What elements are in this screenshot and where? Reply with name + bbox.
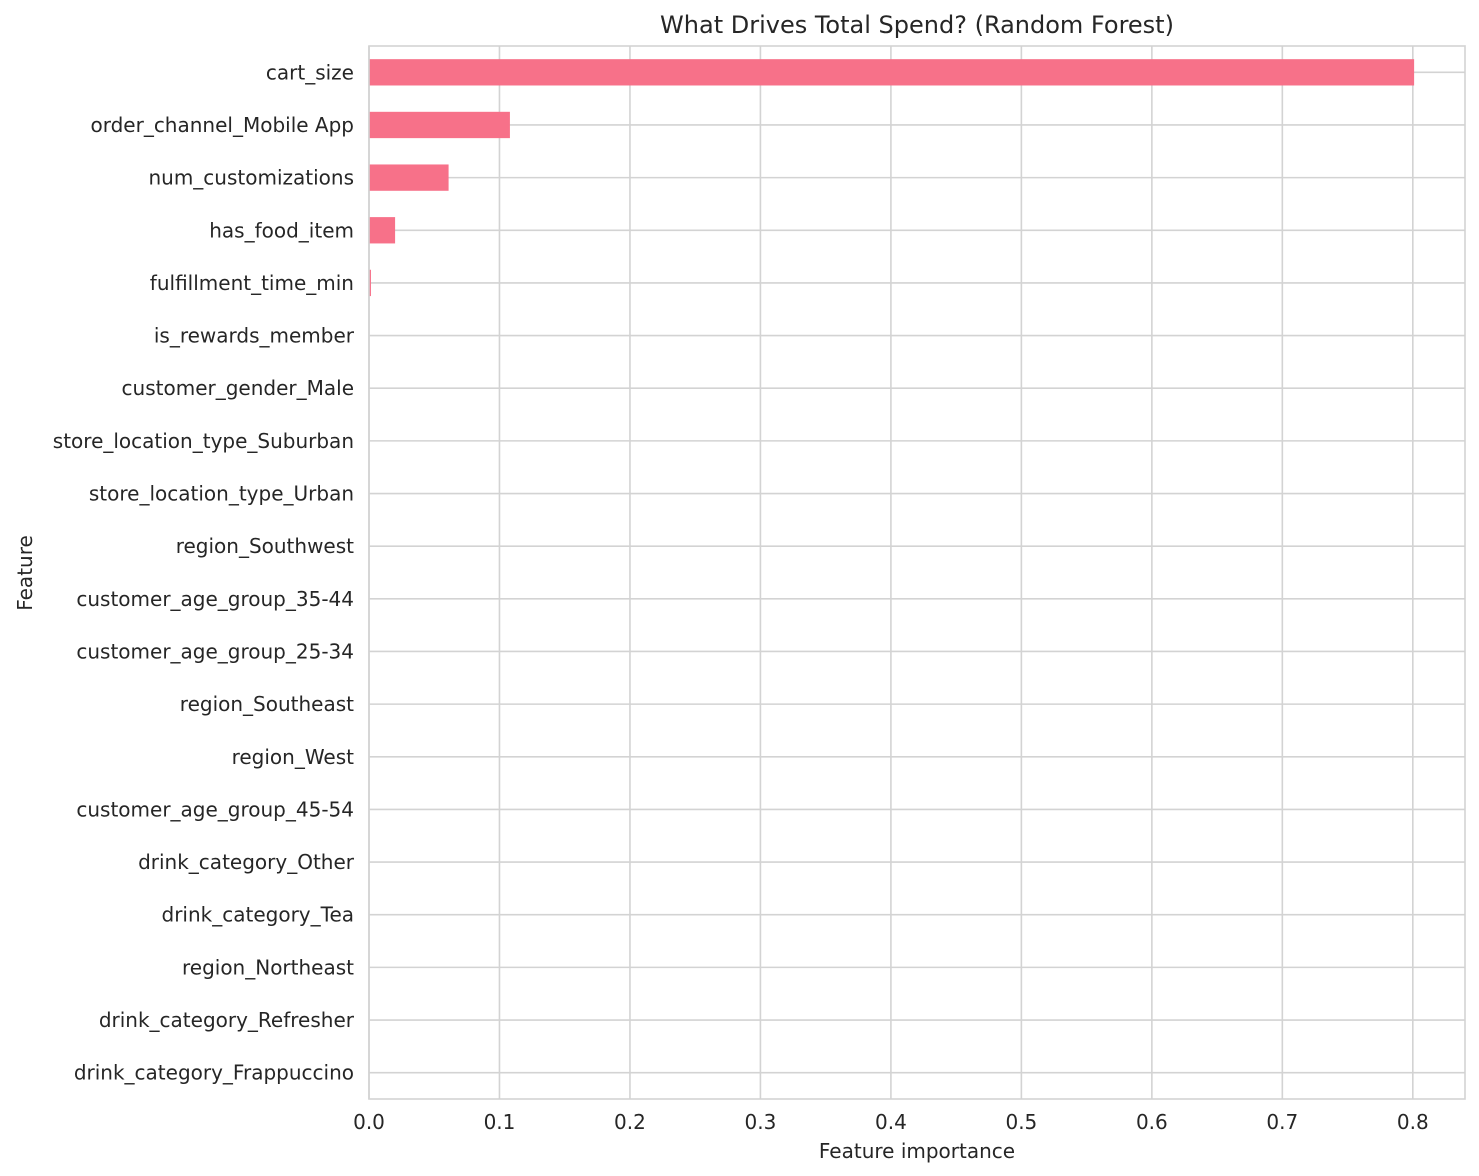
bar-cart_size	[369, 59, 1415, 86]
bar-num_customizations	[369, 164, 449, 191]
x-tick-label: 0.2	[614, 1110, 646, 1134]
y-tick-label: drink_category_Tea	[162, 903, 355, 927]
y-tick-labels: cart_size order_channel_Mobile App num_cus…	[53, 60, 355, 1084]
y-tick-label: is_rewards_member	[154, 324, 355, 348]
y-tick-label: has_food_item	[209, 218, 354, 242]
y-tick-label: store_location_type_Urban	[89, 482, 354, 506]
y-tick-label: drink_category_Frappuccino	[74, 1061, 354, 1085]
bar-order_channel_Mobile App	[369, 111, 510, 139]
y-tick-label: customer_age_group_45-54	[76, 797, 354, 821]
x-tick-label: 0.8	[1397, 1110, 1429, 1134]
x-tick-label: 0.6	[1136, 1110, 1168, 1134]
y-tick-label: customer_gender_Male	[122, 376, 354, 400]
y-tick-label: cart_size	[266, 60, 354, 84]
bar-layer	[369, 59, 1415, 718]
x-axis-label: Feature importance	[819, 1139, 1015, 1163]
y-tick-label: num_customizations	[148, 166, 354, 190]
y-tick-label: region_Northeast	[182, 955, 354, 979]
y-tick-label: drink_category_Other	[138, 850, 355, 874]
y-axis-label: Feature	[13, 535, 37, 611]
bar-fulfillment_time_min	[369, 269, 371, 297]
x-tick-label: 0.5	[1005, 1110, 1037, 1134]
y-tick-label: customer_age_group_35-44	[76, 587, 354, 611]
y-tick-label: region_Southwest	[176, 534, 354, 558]
bar-has_food_item	[369, 217, 396, 244]
chart-title: What Drives Total Spend? (Random Forest)	[660, 11, 1174, 39]
grid-layer	[368, 46, 1465, 1099]
y-tick-label: customer_age_group_25-34	[76, 639, 354, 663]
y-tick-label: region_West	[232, 745, 355, 769]
x-tick-label: 0.4	[875, 1110, 907, 1134]
x-tick-label: 0.7	[1266, 1110, 1298, 1134]
y-tick-label: region_Southeast	[180, 692, 354, 716]
y-tick-label: drink_category_Refresher	[99, 1008, 355, 1032]
y-tick-label: fulfillment_time_min	[150, 271, 354, 295]
x-tick-label: 0.3	[745, 1110, 777, 1134]
x-tick-label: 0.1	[484, 1110, 516, 1134]
x-tick-labels: 0.0 0.1 0.2 0.3 0.4 0.5 0.6 0.7 0.8	[353, 1110, 1429, 1134]
x-tick-label: 0.0	[353, 1110, 385, 1134]
plot-frame	[368, 45, 1466, 1100]
y-tick-label: store_location_type_Suburban	[53, 429, 354, 453]
y-tick-label: order_channel_Mobile App	[90, 113, 354, 137]
